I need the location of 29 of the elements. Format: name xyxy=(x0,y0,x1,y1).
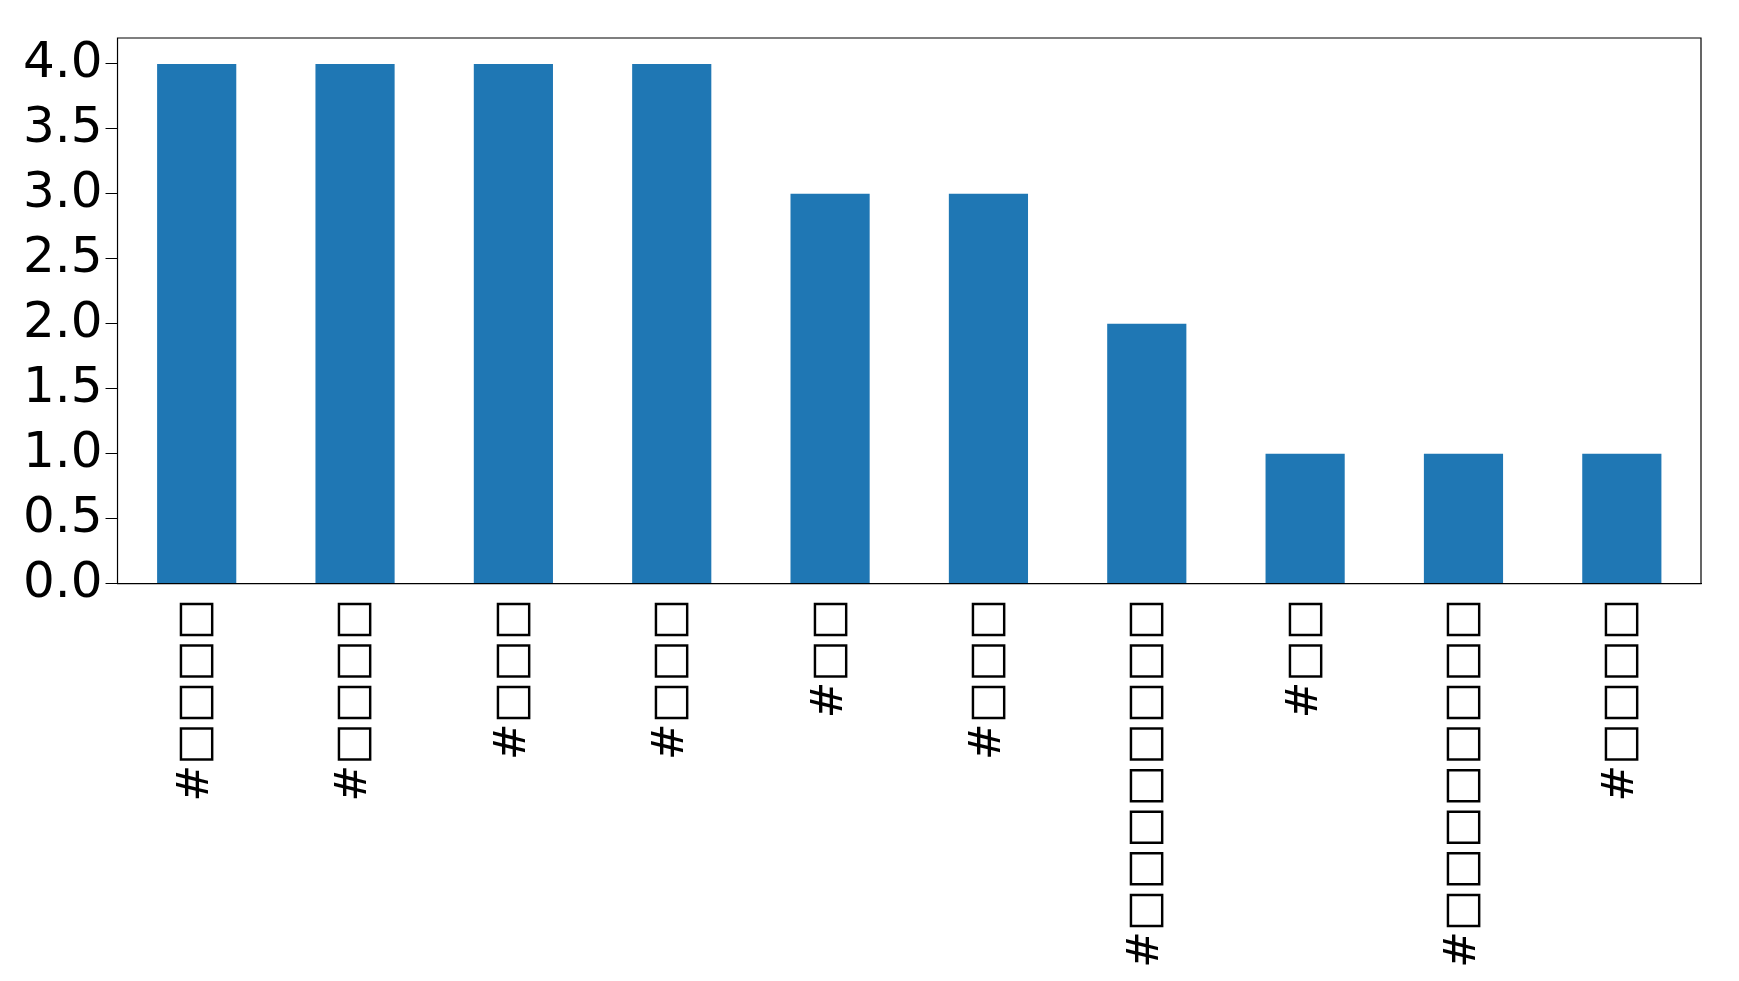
y-tick-label: 3.0 xyxy=(22,160,103,219)
y-tick-label: 2.0 xyxy=(22,290,103,349)
x-tick-label: #□□□□□□□□ xyxy=(1433,598,1485,969)
bar xyxy=(790,193,870,584)
x-tick-label: #□□□ xyxy=(958,598,1010,761)
bar xyxy=(1582,453,1662,584)
bar xyxy=(1107,323,1187,584)
x-tick-label: #□□□□ xyxy=(167,598,219,802)
x-tick-label: #□□□□ xyxy=(325,598,377,802)
x-tick-label: #□□□□ xyxy=(1592,598,1644,802)
x-tick-label: #□□ xyxy=(1275,598,1327,719)
y-tick-label: 0.5 xyxy=(22,485,103,544)
y-tick-label: 0.0 xyxy=(22,550,103,609)
bar xyxy=(157,63,237,584)
x-tick-label: #□□□ xyxy=(483,598,535,761)
y-tick-label: 1.5 xyxy=(22,355,103,414)
bar xyxy=(632,63,712,584)
bar xyxy=(1423,453,1504,584)
y-tick-label: 4.0 xyxy=(22,30,103,89)
x-tick-label: #□□□ xyxy=(642,598,694,761)
bar xyxy=(315,63,395,584)
bar xyxy=(473,63,553,584)
x-tick-label: #□□ xyxy=(800,598,852,719)
bar xyxy=(1265,453,1345,584)
x-tick-label: #□□□□□□□□ xyxy=(1117,598,1169,969)
y-tick-label: 1.0 xyxy=(22,420,103,479)
y-tick-label: 2.5 xyxy=(22,225,103,284)
y-tick-label: 3.5 xyxy=(22,95,103,154)
bar xyxy=(948,193,1029,584)
